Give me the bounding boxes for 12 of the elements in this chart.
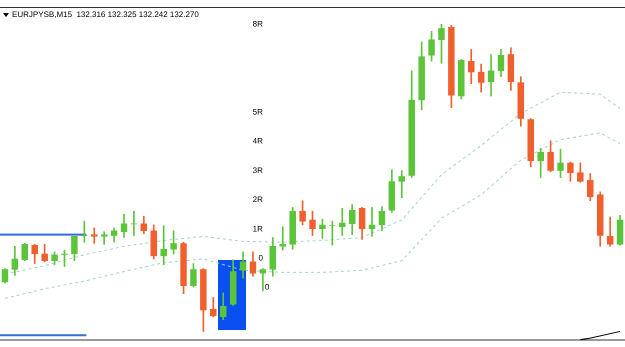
y-tick-label: 5R — [252, 107, 264, 116]
y-tick-label: 2R — [252, 195, 264, 204]
line-series — [4, 132, 621, 299]
y-tick-label: 0 — [258, 254, 264, 263]
y-tick-label: 1R — [252, 224, 264, 234]
candlestick — [368, 207, 376, 237]
chart-title: EURJPYSB,M15 132.316 132.325 132.242 132.270 — [12, 10, 199, 19]
candlestick — [319, 218, 326, 239]
y-tick-label: 4R — [252, 136, 264, 146]
annotation: 0 — [264, 282, 270, 292]
y-tick-label: 8R — [252, 20, 264, 29]
y-tick-label: 3R — [252, 166, 264, 175]
